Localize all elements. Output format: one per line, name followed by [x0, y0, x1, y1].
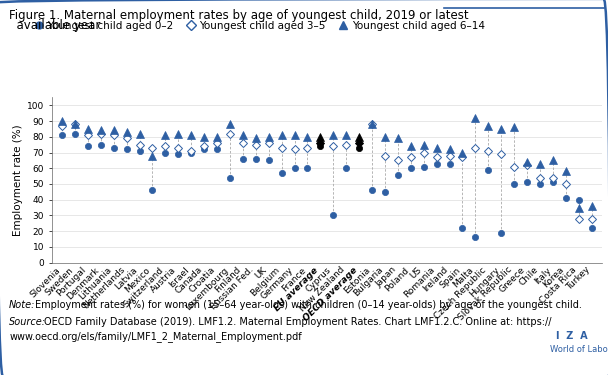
Text: OECD Family Database (2019). LMF1.2. Maternal Employment Rates. Chart LMF1.2.C. : OECD Family Database (2019). LMF1.2. Mat…	[44, 317, 551, 327]
Text: I  Z  A: I Z A	[556, 332, 588, 341]
Text: Employment rates (%) for women (15–64 year-olds) with children (0–14 year-olds) : Employment rates (%) for women (15–64 ye…	[35, 300, 581, 310]
Text: Figure 1. Maternal employment rates by age of youngest child, 2019 or latest: Figure 1. Maternal employment rates by a…	[9, 9, 469, 22]
Legend: Youngest child aged 0–2, Youngest child aged 3–5, Youngest child aged 6–14: Youngest child aged 0–2, Youngest child …	[29, 17, 489, 35]
Text: available year: available year	[9, 19, 100, 32]
Text: Source:: Source:	[9, 317, 46, 327]
Text: www.oecd.org/els/family/LMF1_2_Maternal_Employment.pdf: www.oecd.org/els/family/LMF1_2_Maternal_…	[9, 331, 302, 342]
Text: Note:: Note:	[9, 300, 35, 310]
Text: World of Labor: World of Labor	[550, 345, 608, 354]
Y-axis label: Employment rate (%): Employment rate (%)	[13, 124, 22, 236]
